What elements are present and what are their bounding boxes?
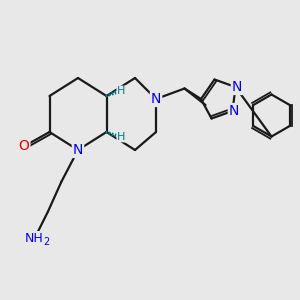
Text: N: N [73, 143, 83, 157]
Text: O: O [19, 139, 29, 152]
Text: H: H [117, 131, 126, 142]
Text: H: H [117, 86, 126, 97]
Text: N: N [229, 104, 239, 118]
Text: NH: NH [25, 232, 44, 245]
Text: 2: 2 [43, 237, 49, 247]
Text: N: N [151, 92, 161, 106]
Text: N: N [232, 80, 242, 94]
